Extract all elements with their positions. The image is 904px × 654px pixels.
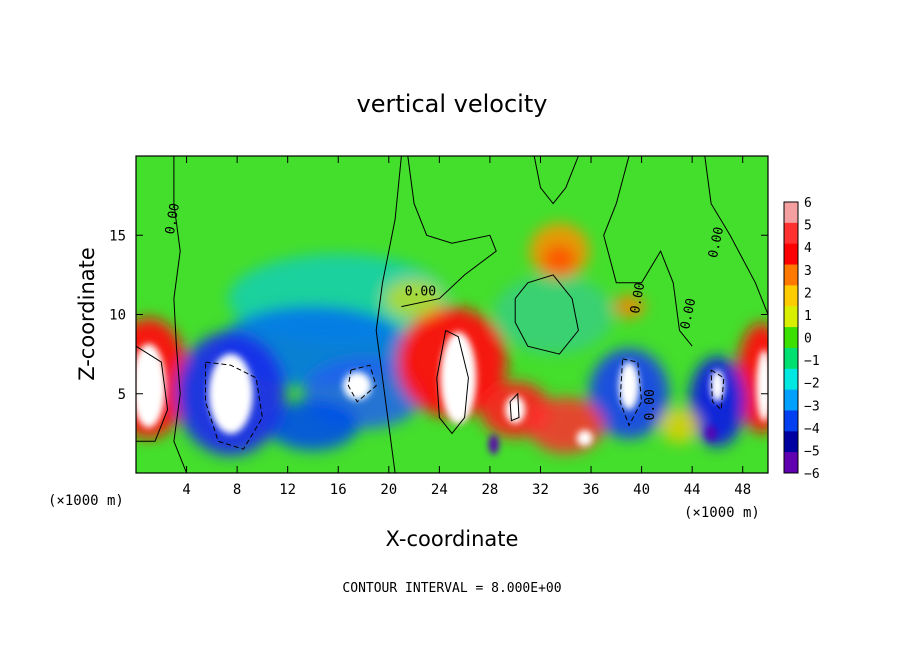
y-tick-label: 5 xyxy=(118,387,126,403)
chart-title: vertical velocity xyxy=(357,90,548,118)
colorbar-swatch xyxy=(784,202,798,224)
contour-label: 0.00 xyxy=(706,226,727,260)
colorbar-label: −3 xyxy=(804,399,820,414)
colorbar-label: −5 xyxy=(804,444,820,459)
y-tick-label: 15 xyxy=(109,228,126,244)
x-tick-label: 32 xyxy=(532,482,549,498)
colorbar-label: 0 xyxy=(804,332,812,347)
x-tick-label: 40 xyxy=(633,482,650,498)
colorbar-swatch xyxy=(784,452,798,474)
colorbar-swatch xyxy=(784,285,798,307)
x-axis-label: X-coordinate xyxy=(386,527,519,551)
colorbar-swatch xyxy=(784,327,798,349)
colorbar-label: 3 xyxy=(804,264,812,279)
colorbar-swatch xyxy=(784,410,798,432)
heatmap-field xyxy=(136,156,768,473)
colorbar-label: 1 xyxy=(804,309,812,324)
x-tick-label: 12 xyxy=(279,482,296,498)
x-tick-label: 36 xyxy=(583,482,600,498)
colorbar-label: 5 xyxy=(804,219,812,234)
colorbar-swatch xyxy=(784,222,798,245)
colorbar-swatch xyxy=(784,347,798,370)
x-tick-label: 20 xyxy=(380,482,397,498)
colorbar-label: 6 xyxy=(804,196,812,211)
contour-labels: 0.00 0.00 0.00 0.00 0.00 0.00 xyxy=(163,202,727,420)
x-tick-label: 24 xyxy=(431,482,448,498)
colorbar-label: −1 xyxy=(804,354,820,369)
x-tick-label: 44 xyxy=(684,482,701,498)
contour-label: 0.00 xyxy=(628,281,648,314)
colorbar-swatch xyxy=(784,431,798,453)
contour-label: 0.00 xyxy=(163,202,183,235)
y-tick-label: 10 xyxy=(109,308,126,324)
x-unit-label-left: (×1000 m) xyxy=(48,493,124,509)
colorbar-label: −4 xyxy=(804,422,820,437)
x-tick-label: 8 xyxy=(233,482,241,498)
y-axis-ticks: 5 10 15 xyxy=(109,228,768,403)
colorbar-swatch xyxy=(784,306,798,328)
colorbar-swatch xyxy=(784,368,798,391)
contour-label: 0.00 xyxy=(405,284,436,299)
colorbar-label: −6 xyxy=(804,467,820,482)
contour-label: 0.00 xyxy=(678,297,699,331)
x-tick-label: 28 xyxy=(481,482,498,498)
colorbar-label: 4 xyxy=(804,241,812,256)
colorbar-swatch xyxy=(784,243,798,266)
colorbar-swatch xyxy=(784,264,798,286)
contour-label: 0.00 xyxy=(643,389,658,420)
x-tick-label: 16 xyxy=(330,482,347,498)
y-axis-label: Z-coordinate xyxy=(75,247,99,381)
colorbar-frame xyxy=(783,201,799,474)
colorbar-label: −2 xyxy=(804,377,820,392)
contour-interval-note: CONTOUR INTERVAL = 8.000E+00 xyxy=(342,581,561,596)
x-tick-label: 4 xyxy=(182,482,190,498)
colorbar-label: 2 xyxy=(804,286,812,301)
colorbar: 6 5 4 3 2 1 0 −1 −2 −3 −4 −5 −6 xyxy=(783,196,820,482)
colorbar-swatch xyxy=(784,389,798,411)
x-tick-label: 48 xyxy=(734,482,751,498)
x-axis-ticks: 4 8 12 16 20 24 28 32 36 40 44 48 xyxy=(182,156,751,498)
x-unit-label-right: (×1000 m) xyxy=(684,505,760,521)
